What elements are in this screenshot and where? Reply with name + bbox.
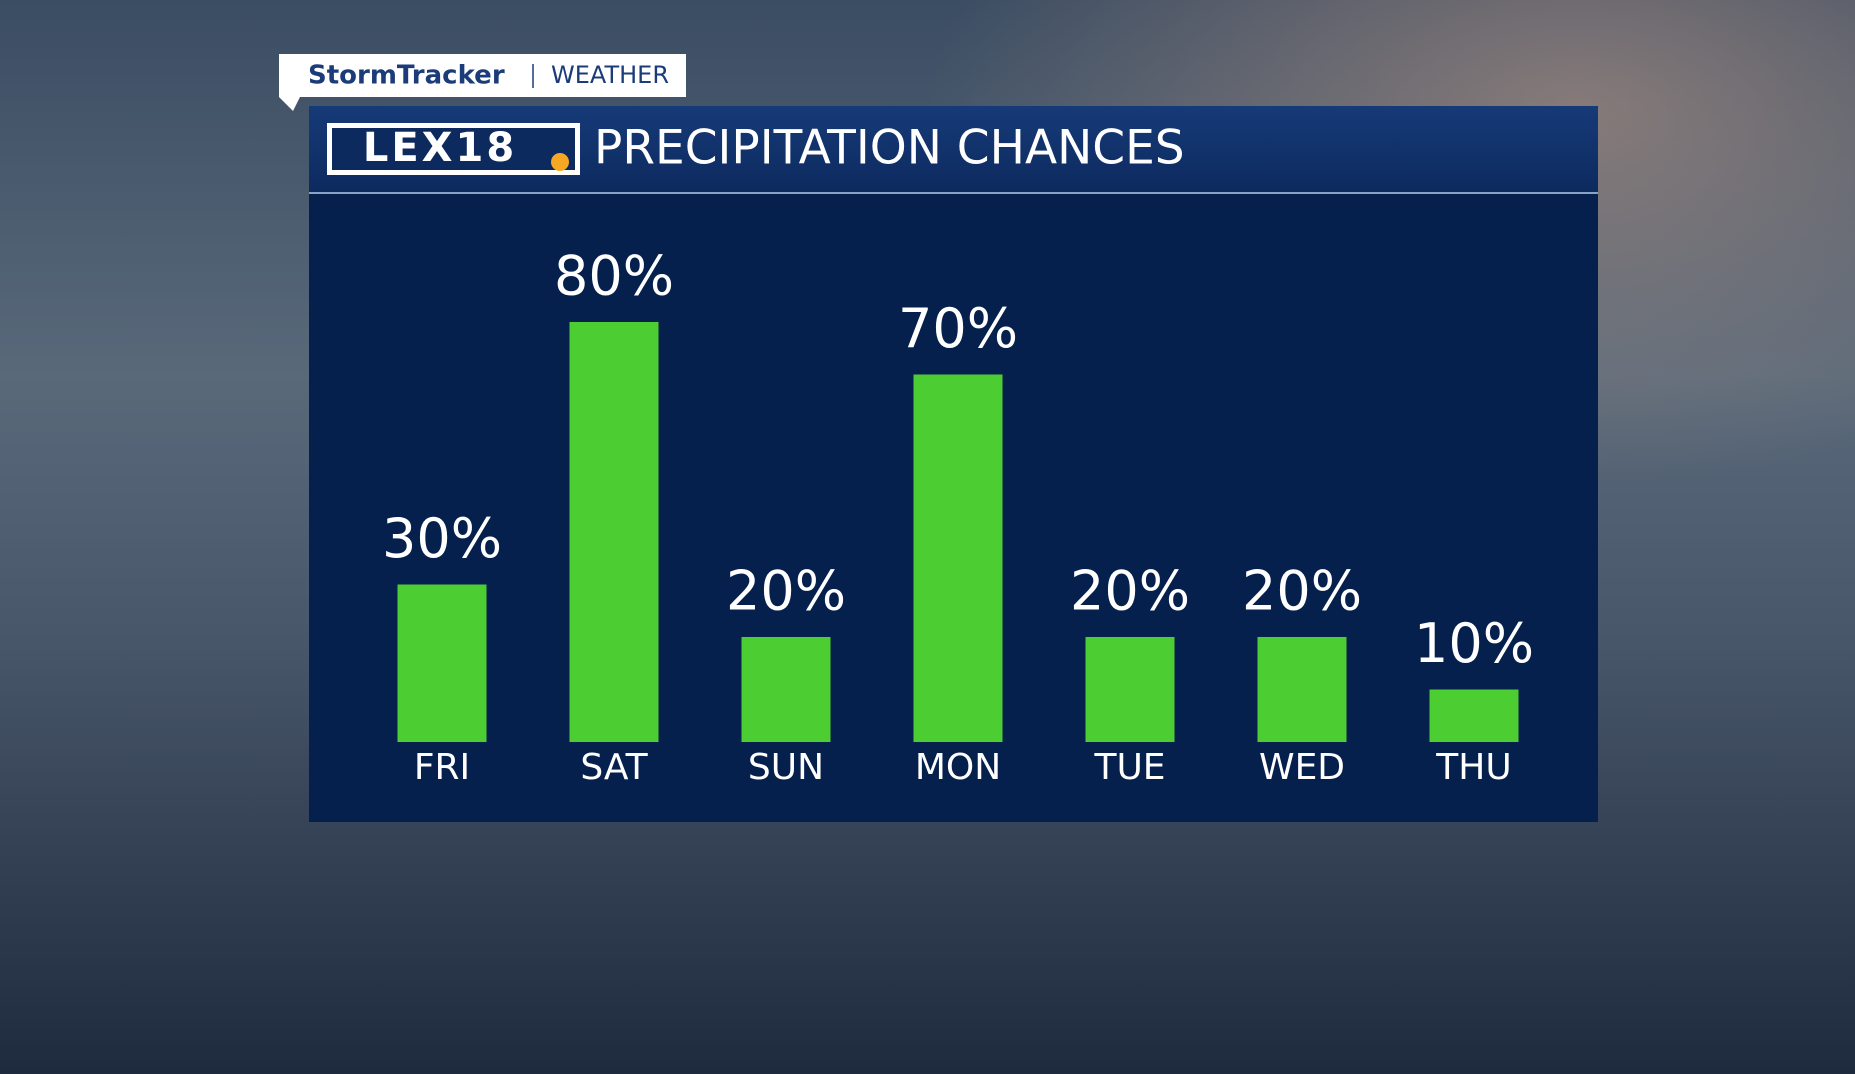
day-label: SUN: [748, 747, 824, 788]
value-label: 80%: [554, 245, 674, 308]
bar: [741, 637, 831, 742]
day-label: SAT: [580, 747, 648, 788]
logo-text: LEX18: [363, 125, 517, 171]
day-label: THU: [1435, 747, 1511, 788]
logo-inner: [332, 128, 575, 170]
day-label: WED: [1259, 747, 1345, 788]
bar: [1257, 637, 1347, 742]
value-label: 20%: [726, 560, 846, 623]
value-label: 10%: [1414, 612, 1534, 675]
day-label: FRI: [414, 747, 470, 788]
bar: [569, 322, 659, 742]
logo-peacock: [551, 153, 569, 171]
bar: [1429, 689, 1519, 742]
bar: [1085, 637, 1175, 742]
brand-section: WEATHER: [551, 61, 669, 89]
value-label: 20%: [1242, 560, 1362, 623]
bar: [397, 584, 487, 742]
value-label: 30%: [382, 507, 502, 570]
day-label: TUE: [1093, 747, 1165, 788]
value-label: 70%: [898, 297, 1018, 360]
chart-title: PRECIPITATION CHANCES: [594, 121, 1185, 176]
day-label: MON: [915, 747, 1001, 788]
bar: [913, 374, 1003, 742]
value-label: 20%: [1070, 560, 1190, 623]
brand-name: StormTracker: [308, 61, 505, 91]
brand-tag: [279, 54, 686, 111]
